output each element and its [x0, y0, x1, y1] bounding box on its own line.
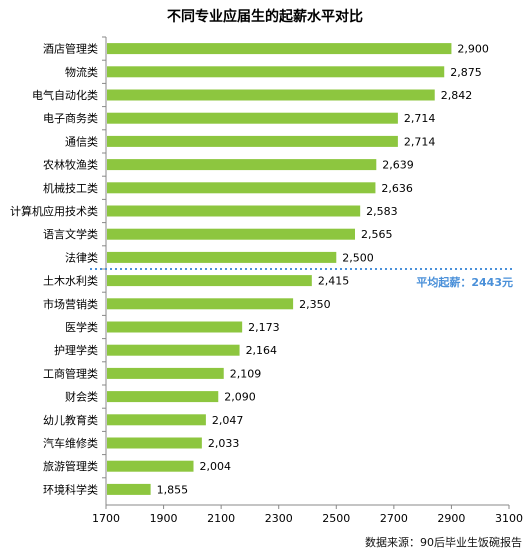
category-label: 酒店管理类: [43, 42, 98, 56]
value-label: 2,109: [230, 367, 262, 380]
category-label: 农林牧渔类: [43, 158, 98, 172]
x-tick-label: 2100: [207, 512, 235, 525]
value-label: 2,047: [212, 414, 244, 427]
bar: [107, 43, 452, 55]
category-label: 计算机应用技术类: [10, 204, 98, 218]
bar: [107, 321, 243, 333]
value-label: 2,033: [208, 437, 240, 450]
category-label: 财会类: [65, 390, 98, 404]
category-label: 法律类: [65, 250, 98, 264]
category-label: 护理学类: [54, 343, 98, 357]
x-tick-label: 1900: [150, 512, 178, 525]
category-label: 工商管理类: [43, 366, 98, 380]
bar: [107, 437, 202, 449]
bar: [107, 66, 445, 78]
value-label: 2,090: [224, 391, 256, 404]
category-label: 旅游管理类: [43, 459, 98, 473]
bar: [107, 135, 398, 147]
value-label: 2,004: [200, 460, 232, 473]
x-tick-label: 2300: [265, 512, 293, 525]
bar: [107, 298, 294, 310]
bar: [107, 251, 337, 263]
value-label: 2,639: [382, 159, 414, 172]
x-tick-label: 2500: [322, 512, 350, 525]
x-tick-label: 2700: [380, 512, 408, 525]
category-label: 通信类: [65, 134, 98, 148]
bar: [107, 460, 194, 472]
bar: [107, 275, 312, 287]
category-label: 汽车维修类: [43, 436, 98, 450]
category-label: 环境科学类: [43, 482, 98, 496]
bar: [107, 205, 361, 217]
chart-title: 不同专业应届生的起薪水平对比: [167, 9, 363, 25]
x-tick-label: 1700: [92, 512, 120, 525]
category-label: 幼儿教育类: [43, 413, 98, 427]
category-label: 医学类: [65, 320, 98, 334]
category-label: 语言文学类: [43, 227, 98, 241]
bar: [107, 112, 398, 124]
category-label: 机械技工类: [43, 181, 98, 195]
value-label: 2,714: [404, 135, 436, 148]
bar: [107, 391, 219, 403]
category-label: 电子商务类: [43, 111, 98, 125]
value-label: 2,350: [299, 298, 331, 311]
x-tick-label: 2900: [437, 512, 465, 525]
bar: [107, 483, 151, 495]
bar: [107, 414, 206, 426]
bar: [107, 159, 377, 171]
value-label: 2,583: [366, 205, 398, 218]
value-label: 2,842: [441, 89, 473, 102]
value-label: 2,714: [404, 112, 436, 125]
bar: [107, 344, 240, 356]
value-label: 1,855: [157, 483, 189, 496]
category-label: 市场营销类: [43, 297, 98, 311]
average-reference-label: 平均起薪：2443元: [416, 275, 513, 289]
value-label: 2,636: [381, 182, 413, 195]
value-label: 2,173: [248, 321, 280, 334]
x-tick-label: 3100: [495, 512, 523, 525]
category-label: 电气自动化类: [32, 88, 98, 102]
bar: [107, 228, 355, 240]
value-label: 2,500: [342, 251, 374, 264]
bar: [107, 89, 435, 101]
category-label: 土木水利类: [43, 274, 98, 288]
value-label: 2,164: [246, 344, 278, 357]
value-label: 2,875: [450, 66, 482, 79]
source-note: 数据来源：90后毕业生饭碗报告: [365, 536, 522, 549]
bar: [107, 367, 224, 379]
bar: [107, 182, 376, 194]
value-label: 2,900: [457, 43, 489, 56]
category-label: 物流类: [65, 65, 98, 79]
value-label: 2,415: [318, 275, 350, 288]
value-label: 2,565: [361, 228, 393, 241]
